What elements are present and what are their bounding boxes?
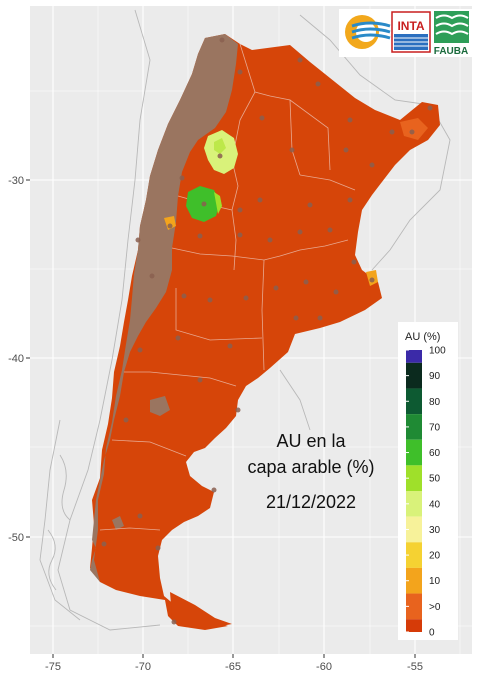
legend-swatch [406, 414, 422, 440]
legend-swatch [406, 542, 422, 568]
legend-swatch [406, 350, 422, 363]
x-tick-label: -60 [316, 661, 332, 673]
x-tick-label: -65 [225, 661, 241, 673]
legend-swatch [406, 567, 422, 594]
legend-swatch [406, 388, 422, 415]
moisture-patch-west-edge [214, 192, 222, 214]
legend-title: AU (%) [405, 331, 440, 343]
legend-swatch [406, 619, 422, 632]
x-tick-label: -70 [135, 661, 151, 673]
legend-label: 0 [429, 628, 435, 639]
svg-text:FAUBA: FAUBA [434, 46, 468, 57]
legend-label: 10 [429, 576, 441, 587]
y-tick-label: -50 [8, 532, 24, 544]
x-tick-label: -75 [45, 661, 61, 673]
legend-swatch [406, 362, 422, 389]
tierra-del-fuego [170, 592, 232, 628]
legend-label: 70 [429, 422, 441, 433]
annotation-line-2: capa arable (%) [247, 457, 374, 477]
moisture-patch-orange [164, 216, 176, 230]
andes-masked-patch [150, 396, 170, 416]
annotation-line-3: 21/12/2022 [266, 492, 356, 512]
legend-labels: 100 90 80 70 60 50 40 30 20 10 >0 0 [429, 346, 446, 639]
weather-stations [101, 37, 433, 625]
x-tick-label: -55 [407, 661, 423, 673]
legend-swatch [406, 465, 422, 491]
logos: INTA FAUBA [339, 9, 472, 57]
svg-text:INTA: INTA [397, 19, 424, 33]
legend-label: 90 [429, 371, 441, 382]
fauba-logo: FAUBA [434, 11, 469, 57]
conae-logo [345, 15, 391, 49]
legend-label: 60 [429, 448, 441, 459]
map-annotation: AU en la capa arable (%) 21/12/2022 [247, 431, 374, 512]
y-tick-label: -30 [8, 175, 24, 187]
legend-label: 50 [429, 474, 441, 485]
legend: AU (%) 100 90 80 70 60 50 40 30 20 10 >0 0 [398, 322, 458, 640]
neighbor-countries [39, 9, 451, 631]
y-axis-ticks: -30 -40 -50 [8, 175, 30, 544]
legend-label: 80 [429, 397, 441, 408]
andes-masked-patch-2 [112, 516, 124, 530]
legend-swatch [406, 593, 422, 620]
inta-logo: INTA [391, 11, 431, 53]
legend-label: 30 [429, 525, 441, 536]
annotation-line-1: AU en la [276, 431, 346, 451]
moisture-patch-north-core [214, 138, 226, 154]
moisture-patches [164, 118, 428, 286]
andes-masked-region [90, 34, 238, 582]
legend-label: >0 [429, 602, 441, 613]
x-axis-ticks: -75 -70 -65 -60 -55 [45, 654, 423, 673]
moisture-patch-ne [400, 118, 428, 140]
legend-label: 40 [429, 499, 441, 510]
legend-swatch [406, 439, 422, 466]
legend-swatch [406, 516, 422, 543]
y-tick-label: -40 [8, 353, 24, 365]
legend-swatch [406, 491, 422, 517]
legend-label: 100 [429, 346, 446, 357]
legend-label: 20 [429, 551, 441, 562]
legend-colorbar [406, 349, 422, 633]
